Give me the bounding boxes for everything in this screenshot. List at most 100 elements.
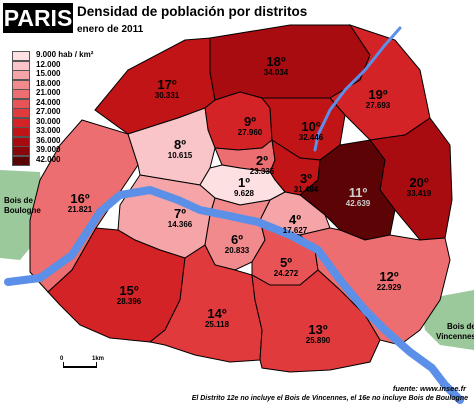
district-number: 2º xyxy=(256,153,268,168)
district-number: 1º xyxy=(238,175,250,190)
district-number: 10º xyxy=(301,119,321,134)
legend-label: 30.000 xyxy=(36,116,61,126)
district-density: 28.396 xyxy=(116,297,142,306)
scale-label-right: 1km xyxy=(92,356,105,362)
legend-label: 18.000 xyxy=(36,78,61,88)
district-density: 33.419 xyxy=(406,189,432,198)
legend-swatch xyxy=(12,89,30,99)
district-density: 21.821 xyxy=(67,205,93,214)
district-number: 3º xyxy=(300,171,312,186)
scale-bar xyxy=(63,366,97,368)
district-number: 9º xyxy=(244,114,256,129)
legend-swatch xyxy=(12,155,30,166)
district-density: 25.890 xyxy=(305,336,331,345)
footnote: El Distrito 12e no incluye el Bois de Vi… xyxy=(191,395,468,402)
map-subtitle: Densidad de población por distritos xyxy=(77,4,308,19)
legend-label: 9.000 hab / km² xyxy=(36,50,94,59)
district-number: 17º xyxy=(157,77,177,92)
district-label: 4º 17.627 xyxy=(283,213,307,235)
district-density: 17.627 xyxy=(282,226,308,235)
district-number: 12º xyxy=(379,269,399,284)
district-label: 15º 28.396 xyxy=(117,284,141,306)
legend-label: 33.000 xyxy=(36,126,61,135)
district-density: 9.628 xyxy=(233,189,255,198)
district-13[interactable] xyxy=(251,269,381,373)
legend-label: 42.000 xyxy=(36,154,61,164)
legend-label: 39.000 xyxy=(36,145,61,154)
bois-de-vincennes-label: Bois de Vincennes xyxy=(436,322,474,341)
map-date: enero de 2011 xyxy=(77,24,144,35)
district-number: 8º xyxy=(174,137,186,152)
district-label: 11º 42.639 xyxy=(346,186,370,208)
district-density: 34.034 xyxy=(263,68,289,77)
district-label: 2º 23.335 xyxy=(250,154,274,176)
legend-label: 12.000 xyxy=(36,59,61,69)
district-density: 27.693 xyxy=(365,101,391,110)
district-number: 5º xyxy=(280,255,292,270)
district-number: 4º xyxy=(289,212,301,227)
canal-saint-martin xyxy=(313,26,402,152)
district-label: 7º 14.366 xyxy=(168,207,192,229)
district-density: 31.484 xyxy=(293,185,319,194)
legend-label: 27.000 xyxy=(36,107,61,116)
district-number: 15º xyxy=(119,283,139,298)
legend-swatch xyxy=(12,117,30,128)
legend-item: 42.000 xyxy=(12,154,102,166)
district-label: 16º 21.821 xyxy=(68,192,92,214)
scale-tick-left xyxy=(63,362,64,368)
legend-label: 21.000 xyxy=(36,88,61,97)
district-density: 23.335 xyxy=(249,167,275,176)
district-number: 19º xyxy=(368,87,388,102)
scale-tick-right xyxy=(96,362,97,368)
district-label: 17º 30.331 xyxy=(155,78,179,100)
district-label: 10º 32.446 xyxy=(299,120,323,142)
district-number: 13º xyxy=(308,322,328,337)
district-density: 14.366 xyxy=(167,220,193,229)
legend-swatch xyxy=(12,136,30,147)
legend-label: 15.000 xyxy=(36,69,61,78)
district-density: 27.960 xyxy=(237,128,263,137)
district-density: 22.929 xyxy=(376,283,402,292)
district-number: 20º xyxy=(409,175,429,190)
district-label: 13º 25.890 xyxy=(306,323,330,345)
district-label: 5º 24.272 xyxy=(274,256,298,278)
district-density: 42.639 xyxy=(345,199,371,208)
river-seine xyxy=(4,186,464,404)
district-density: 25.118 xyxy=(204,320,230,329)
district-density: 30.331 xyxy=(154,91,180,100)
map-title: PARIS xyxy=(3,3,73,33)
district-number: 14º xyxy=(207,306,227,321)
legend-swatch xyxy=(12,98,30,109)
district-density: 32.446 xyxy=(298,133,324,142)
district-label: 14º 25.118 xyxy=(205,307,229,329)
district-label: 18º 34.034 xyxy=(264,55,288,77)
districts-layer xyxy=(29,24,453,373)
legend-swatch xyxy=(12,108,30,118)
legend-swatch xyxy=(12,60,30,71)
district-label: 9º 27.960 xyxy=(238,115,262,137)
district-label: 8º 10.615 xyxy=(168,138,192,160)
legend-swatch xyxy=(12,127,30,137)
legend-swatch xyxy=(12,146,30,156)
district-number: 18º xyxy=(266,54,286,69)
legend-swatch xyxy=(12,70,30,80)
scale-label-left: 0 xyxy=(60,356,64,362)
source-credit: fuente: www.insee.fr xyxy=(392,384,466,393)
legend-label: 36.000 xyxy=(36,135,61,145)
district-number: 6º xyxy=(231,232,243,247)
district-12[interactable] xyxy=(299,227,451,346)
district-label: 6º 20.833 xyxy=(225,233,249,255)
district-density: 10.615 xyxy=(167,151,193,160)
district-label: 1º 9.628 xyxy=(234,176,254,198)
district-density: 24.272 xyxy=(273,269,299,278)
district-label: 20º 33.419 xyxy=(407,176,431,198)
district-number: 16º xyxy=(70,191,90,206)
legend-swatch xyxy=(12,79,30,90)
legend-label: 24.000 xyxy=(36,97,61,107)
district-label: 19º 27.693 xyxy=(366,88,390,110)
district-label: 12º 22.929 xyxy=(377,270,401,292)
district-density: 20.833 xyxy=(224,246,250,255)
district-number: 7º xyxy=(174,206,186,221)
legend-swatch xyxy=(12,51,30,61)
